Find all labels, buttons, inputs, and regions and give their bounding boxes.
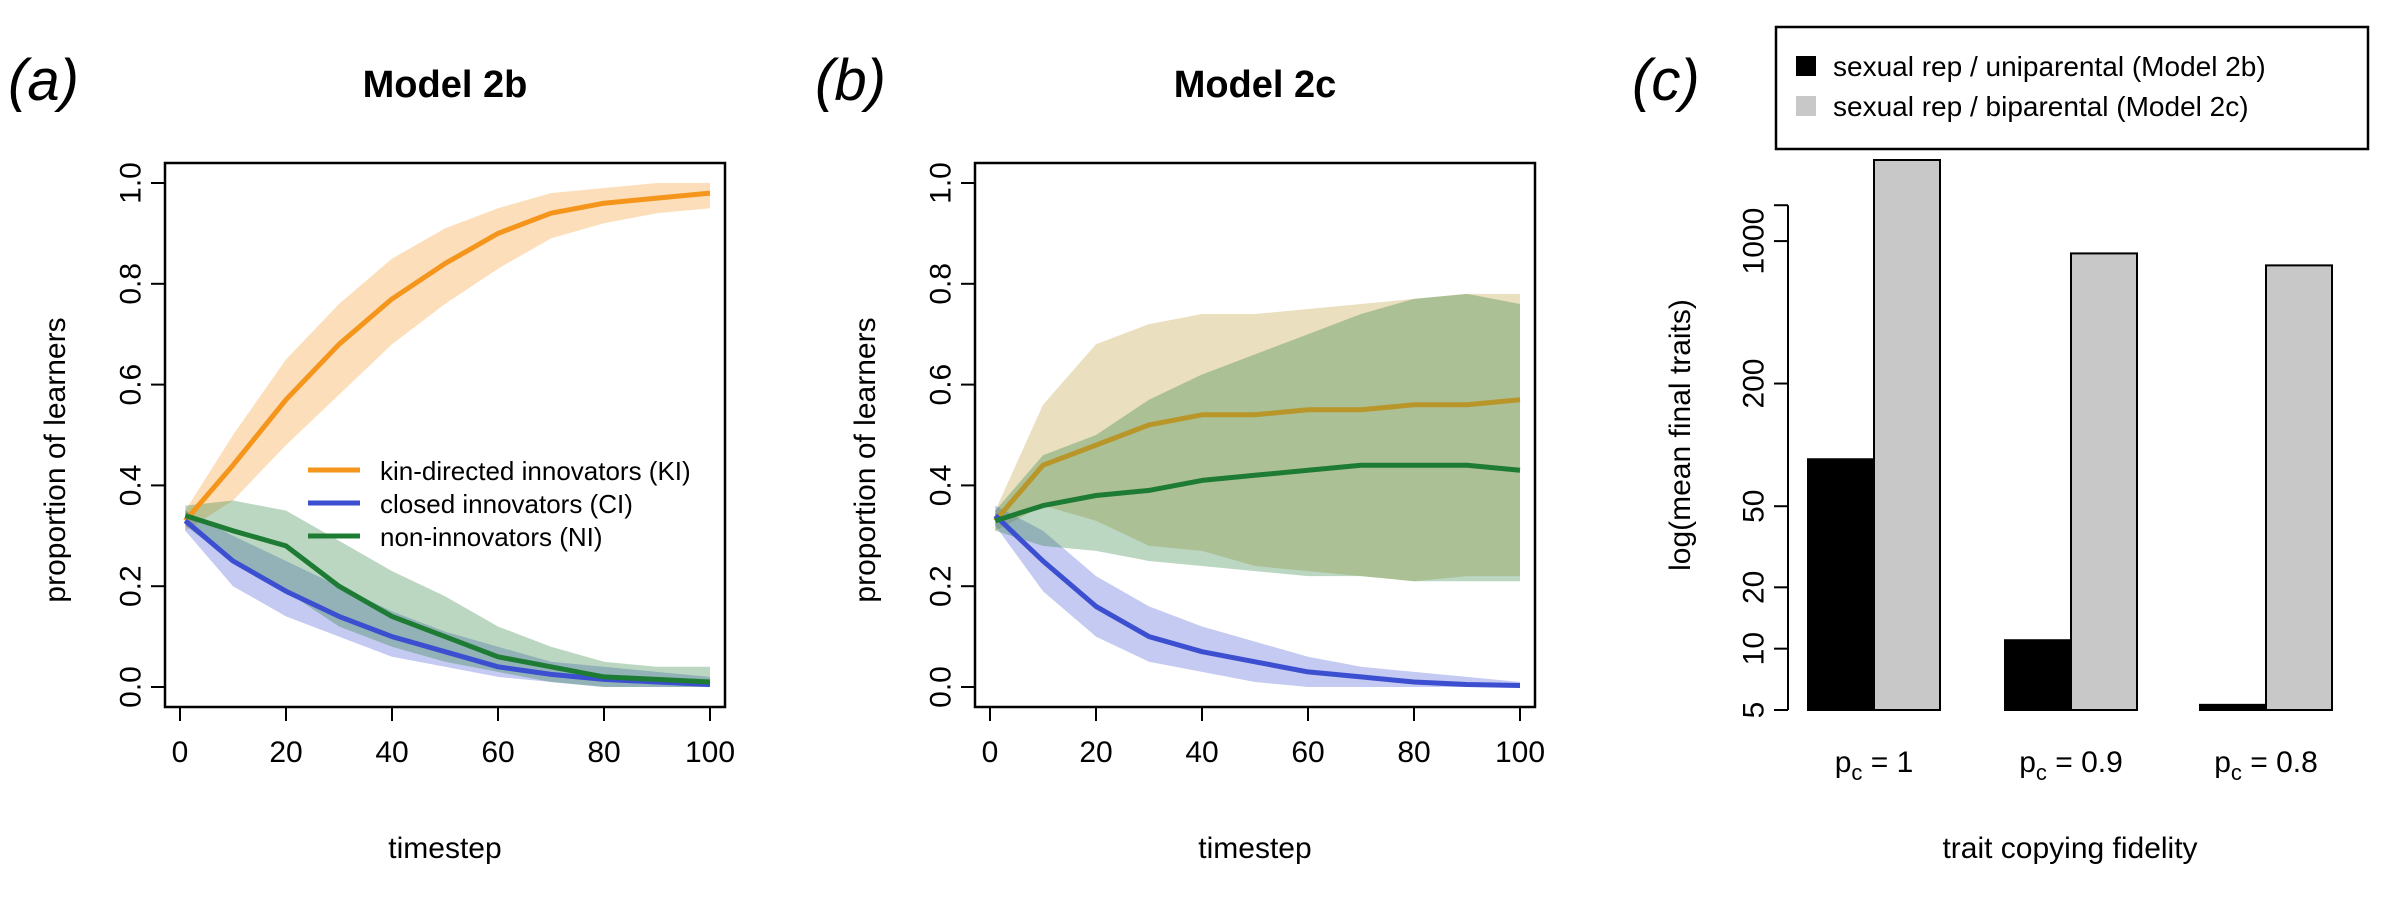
y-tick-label: 0.0 (925, 666, 958, 708)
y-tick-label: 0.4 (925, 465, 958, 507)
y-tick-label: 0.6 (115, 364, 148, 406)
x-tick-label: 20 (269, 736, 302, 769)
panel-title: Model 2b (363, 64, 528, 106)
category-label: pc = 0.9 (2019, 746, 2123, 785)
legend-entry: non-innovators (NI) (380, 522, 603, 552)
panel-label: (a) (8, 48, 79, 113)
legend-frame (1774, 25, 2370, 151)
y-axis-label: log(mean final traits) (1664, 299, 1697, 571)
y-tick-label: 1.0 (925, 162, 958, 204)
series-line-2 (994, 462, 1521, 524)
x-axis-label: timestep (1198, 832, 1311, 865)
bar-biparental (2070, 252, 2138, 712)
confidence-band-1 (995, 505, 1520, 687)
legend-entry: sexual rep / uniparental (Model 2b) (1833, 51, 2266, 82)
y-tick-label: 0.8 (925, 263, 958, 305)
bar-uniparental (2199, 703, 2267, 712)
category-label: pc = 0.8 (2214, 746, 2318, 785)
x-axis-label: timestep (388, 832, 501, 865)
plot-frame (973, 161, 1537, 709)
x-tick-label: 60 (481, 736, 514, 769)
x-tick-label: 40 (1185, 736, 1218, 769)
legend: kin-directed innovators (KI)closed innov… (308, 456, 691, 552)
series-line-0 (183, 190, 711, 523)
y-tick-label: 50 (1738, 490, 1771, 523)
plot-frame (163, 161, 727, 709)
panel-a: (a) Model 2b 0 20 40 60 80 100 0.0 0.2 0.4 0.6 0.8 1.… (8, 48, 735, 865)
legend-swatch (1796, 56, 1816, 76)
panel-label: (c) (1632, 48, 1700, 113)
series-line-1 (993, 513, 1521, 688)
panel-b: (b) Model 2c 0 20 40 60 80 100 0.0 0.2 0.4 0.6 0.8 1.… (815, 48, 1545, 865)
x-tick-label: 100 (1495, 736, 1545, 769)
x-tick-label: 80 (587, 736, 620, 769)
y-axis-label: proportion of learners (39, 317, 72, 602)
y-axis-label: proportion of learners (849, 317, 882, 602)
x-tick-label: 0 (982, 736, 999, 769)
y-tick-label: 200 (1738, 358, 1771, 408)
confidence-band-2 (995, 293, 1520, 582)
y-tick-label: 0.4 (115, 465, 148, 507)
x-tick-label: 40 (375, 736, 408, 769)
x-tick-label: 60 (1291, 736, 1324, 769)
panel-title: Model 2c (1174, 64, 1337, 106)
x-tick-label: 100 (685, 736, 735, 769)
y-tick-label: 10 (1738, 632, 1771, 665)
bar-biparental (2265, 264, 2333, 711)
legend-entry: sexual rep / biparental (Model 2c) (1833, 91, 2249, 122)
category-label: pc = 1 (1835, 746, 1914, 785)
x-axis-label: trait copying fidelity (1942, 832, 2197, 865)
legend-entry: kin-directed innovators (KI) (380, 456, 691, 486)
x-tick-label: 0 (172, 736, 189, 769)
x-tick-label: 20 (1079, 736, 1112, 769)
y-tick-label: 0.2 (115, 565, 148, 607)
legend: sexual rep / uniparental (Model 2b) sexua… (1774, 25, 2370, 151)
y-tick-label: 0.6 (925, 364, 958, 406)
y-tick-label: 1.0 (115, 162, 148, 204)
x-tick-label: 80 (1397, 736, 1430, 769)
confidence-band-0 (995, 293, 1520, 582)
y-tick-label: 5 (1738, 702, 1771, 719)
confidence-band-2 (185, 500, 711, 687)
bar-uniparental (2004, 639, 2072, 712)
panel-label: (b) (815, 48, 886, 113)
y-tick-label: 0.8 (115, 263, 148, 305)
panel-c: (c) 5 10 20 50 200 1000 log(mean final traits) t… (1632, 25, 2370, 865)
legend-entry: closed innovators (CI) (380, 489, 633, 519)
legend-swatch (1796, 96, 1816, 116)
bar-biparental (1873, 159, 1941, 711)
series-line-0 (993, 397, 1521, 523)
y-tick-label: 0.2 (925, 565, 958, 607)
series-line-2 (184, 513, 711, 685)
series-line-1 (183, 518, 711, 687)
bar-uniparental (1807, 458, 1875, 712)
confidence-band-0 (185, 183, 711, 531)
y-tick-label: 20 (1738, 571, 1771, 604)
y-tick-label: 1000 (1738, 208, 1771, 275)
y-tick-label: 0.0 (115, 666, 148, 708)
